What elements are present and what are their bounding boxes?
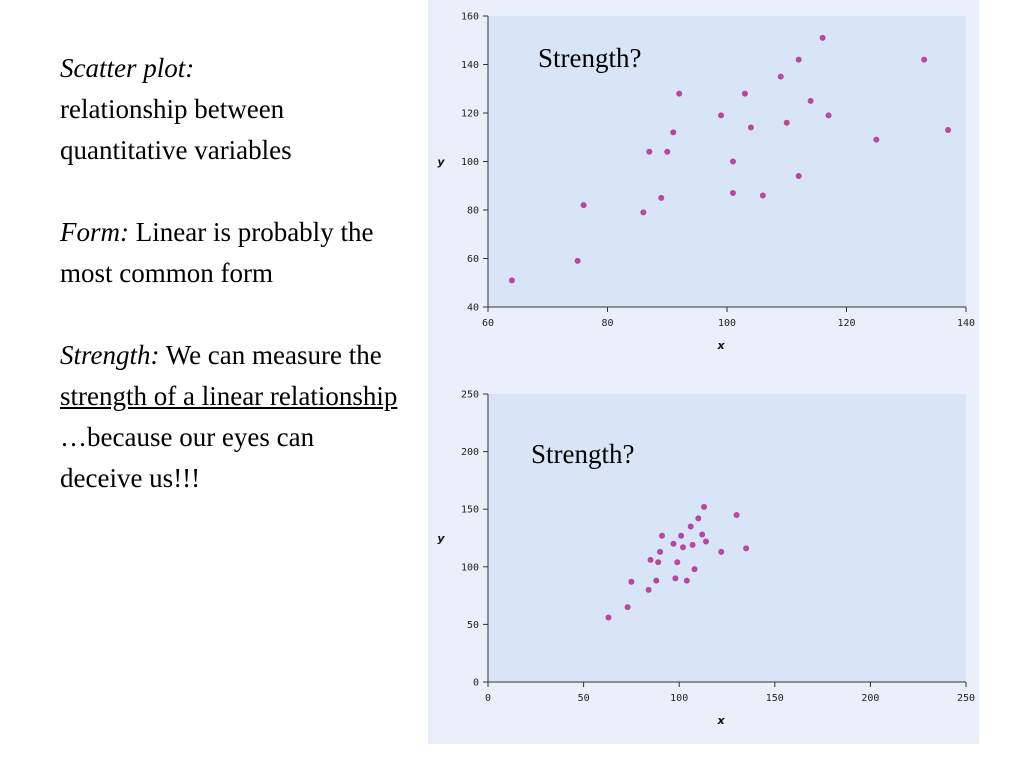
strength-underlined-phrase: strength of a linear relationship: [60, 381, 398, 411]
data-point: [678, 532, 685, 539]
data-point: [658, 194, 665, 201]
data-point: [691, 566, 698, 573]
strength-paragraph: Strength: We can measure the strength of…: [60, 335, 400, 499]
data-point: [689, 541, 696, 548]
x-axis-title: x: [716, 339, 725, 352]
data-point: [664, 148, 671, 155]
data-point: [674, 559, 681, 566]
data-point: [508, 277, 515, 284]
data-point: [718, 548, 725, 555]
y-tick-label: 120: [461, 109, 479, 120]
data-point: [699, 531, 706, 538]
y-tick-label: 0: [473, 678, 479, 689]
y-tick-label: 140: [461, 60, 479, 71]
data-point: [653, 577, 660, 584]
data-point: [670, 129, 677, 136]
form-label: Form:: [60, 217, 129, 247]
data-point: [825, 112, 832, 119]
x-tick-label: 0: [485, 693, 491, 704]
data-point: [729, 158, 736, 165]
data-point: [795, 173, 802, 180]
data-point: [729, 190, 736, 197]
strength-annotation: Strength?: [531, 439, 634, 469]
data-point: [743, 545, 750, 552]
y-tick-label: 60: [467, 254, 479, 265]
data-point: [718, 112, 725, 119]
data-point: [683, 577, 690, 584]
data-point: [702, 538, 709, 545]
data-point: [945, 126, 952, 133]
form-paragraph: Form: Linear is probably the most common…: [60, 212, 400, 294]
data-point: [647, 556, 654, 563]
data-point: [747, 124, 754, 131]
strength-description-a: We can measure the: [159, 340, 382, 370]
data-point: [574, 257, 581, 264]
x-tick-label: 150: [766, 693, 784, 704]
x-tick-label: 80: [601, 318, 613, 329]
scatter-plot-paragraph: Scatter plot: relationship between quant…: [60, 48, 400, 171]
x-tick-label: 100: [718, 318, 736, 329]
data-point: [676, 90, 683, 97]
data-point: [783, 119, 790, 126]
data-point: [624, 604, 631, 611]
scatter-plot-description: relationship between quantitative variab…: [60, 94, 292, 165]
scatter-plot-label: Scatter plot:: [60, 53, 195, 83]
data-point: [670, 540, 677, 547]
strength-annotation: Strength?: [538, 43, 641, 73]
x-tick-label: 250: [957, 693, 975, 704]
y-tick-label: 100: [461, 562, 479, 573]
data-point: [580, 202, 587, 209]
y-tick-label: 100: [461, 157, 479, 168]
data-point: [645, 586, 652, 593]
data-point: [687, 523, 694, 530]
y-tick-label: 250: [461, 390, 479, 401]
data-point: [655, 559, 662, 566]
explanation-text: Scatter plot: relationship between quant…: [60, 48, 400, 540]
x-tick-label: 200: [861, 693, 879, 704]
y-tick-label: 80: [467, 206, 479, 217]
data-point: [807, 97, 814, 104]
y-tick-label: 40: [467, 303, 479, 314]
data-point: [733, 511, 740, 518]
scatter-plot-bottom: 0 50 100 150 200 250 0 50 100 150 200 250 x y Strength…: [437, 390, 975, 728]
x-axis-title: x: [716, 714, 725, 727]
data-point: [628, 578, 635, 585]
data-point: [819, 34, 826, 41]
form-description: Linear is probably the most common form: [60, 217, 374, 288]
data-point: [695, 515, 702, 522]
strength-label: Strength:: [60, 340, 160, 370]
data-point: [701, 503, 708, 510]
data-point: [873, 136, 880, 143]
data-point: [795, 56, 802, 63]
data-point: [657, 548, 664, 555]
x-tick-label: 50: [578, 693, 590, 704]
x-tick-label: 140: [957, 318, 975, 329]
data-point: [741, 90, 748, 97]
data-point: [605, 614, 612, 621]
plot-area: [488, 394, 966, 682]
y-tick-label: 160: [461, 12, 479, 23]
y-tick-label: 150: [461, 505, 479, 516]
strength-description-b: …because our eyes can deceive us!!!: [60, 422, 315, 493]
data-point: [672, 575, 679, 582]
y-tick-label: 200: [461, 447, 479, 458]
x-tick-label: 60: [482, 318, 494, 329]
y-tick-label: 50: [467, 620, 479, 631]
y-axis-title: y: [437, 156, 445, 169]
x-tick-label: 100: [670, 693, 688, 704]
y-axis-title: y: [437, 532, 445, 545]
data-point: [640, 209, 647, 216]
data-point: [759, 192, 766, 199]
plot-area: [488, 16, 966, 307]
data-point: [777, 73, 784, 80]
data-point: [658, 532, 665, 539]
data-point: [680, 544, 687, 551]
data-point: [921, 56, 928, 63]
data-point: [646, 148, 653, 155]
figure-panel: 40 60 80 100 120 140 160 60 80 100 120 140 x y Strengt…: [428, 0, 979, 744]
x-tick-label: 120: [837, 318, 855, 329]
